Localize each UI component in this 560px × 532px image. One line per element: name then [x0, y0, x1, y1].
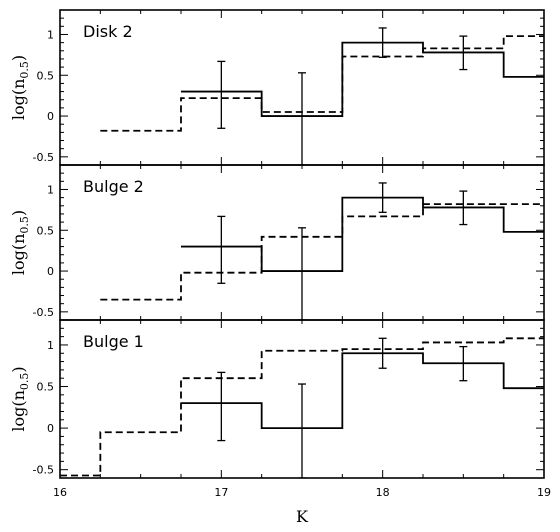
y-axis-label-main: log(n: [9, 390, 28, 432]
data-layer: [100, 27, 544, 165]
y-tick-label: 0: [47, 422, 54, 435]
x-axis-label: K: [296, 507, 309, 526]
x-tick-label: 17: [214, 486, 228, 499]
y-tick-label: -0.5: [33, 464, 54, 477]
error-bar: [217, 371, 226, 442]
y-tick-label: 1: [47, 183, 54, 196]
solid-series: [181, 41, 544, 117]
error-bar: [459, 190, 468, 226]
y-axis-label-close: ): [9, 210, 28, 216]
y-axis-label-close: ): [9, 366, 28, 372]
error-bar: [459, 345, 468, 382]
y-axis-label: log(n0.5): [9, 366, 31, 431]
dashed-series: [60, 337, 544, 477]
data-layer: [60, 337, 544, 478]
data-layer: [100, 182, 544, 320]
x-tick-labels: 16 17 18 19: [53, 486, 551, 499]
y-tick-label: -0.5: [33, 306, 54, 319]
y-tick-label: 0: [47, 265, 54, 278]
panel-label: Bulge 1: [83, 332, 144, 351]
error-bar: [298, 227, 306, 320]
error-bar: [298, 72, 306, 165]
panel-label: Bulge 2: [83, 177, 144, 196]
y-tick-label: 1: [47, 28, 54, 41]
x-tick-label: 16: [53, 486, 67, 499]
panel-label: Disk 2: [83, 22, 133, 41]
y-axis-label-subscript: 0.5: [18, 216, 31, 234]
y-axis-label-main: log(n: [9, 79, 28, 121]
error-bar: [378, 27, 387, 58]
y-axis-label: log(n0.5): [9, 55, 31, 120]
y-tick-label: -0.5: [33, 151, 54, 164]
y-axis-label: log(n0.5): [9, 210, 31, 275]
y-tick-label: 0: [47, 110, 54, 123]
error-bar: [378, 337, 387, 369]
x-tick-label: 19: [537, 486, 551, 499]
y-axis-label-close: ): [9, 55, 28, 61]
x-tick-label: 18: [376, 486, 390, 499]
error-bar: [217, 60, 226, 129]
solid-series: [181, 196, 544, 272]
y-tick-label: 1: [47, 339, 54, 352]
error-bar: [298, 383, 306, 478]
y-axis-label-subscript: 0.5: [18, 373, 31, 391]
y-tick-label: 0.5: [37, 381, 55, 394]
error-bar: [378, 182, 387, 213]
error-bar: [217, 215, 226, 284]
solid-series: [181, 352, 544, 430]
y-tick-label: 0.5: [37, 69, 55, 82]
y-axis-label-subscript: 0.5: [18, 61, 31, 79]
y-tick-label: 0.5: [37, 224, 55, 237]
dashed-series: [100, 203, 544, 301]
y-axis-label-main: log(n: [9, 234, 28, 276]
error-bar: [459, 35, 468, 71]
